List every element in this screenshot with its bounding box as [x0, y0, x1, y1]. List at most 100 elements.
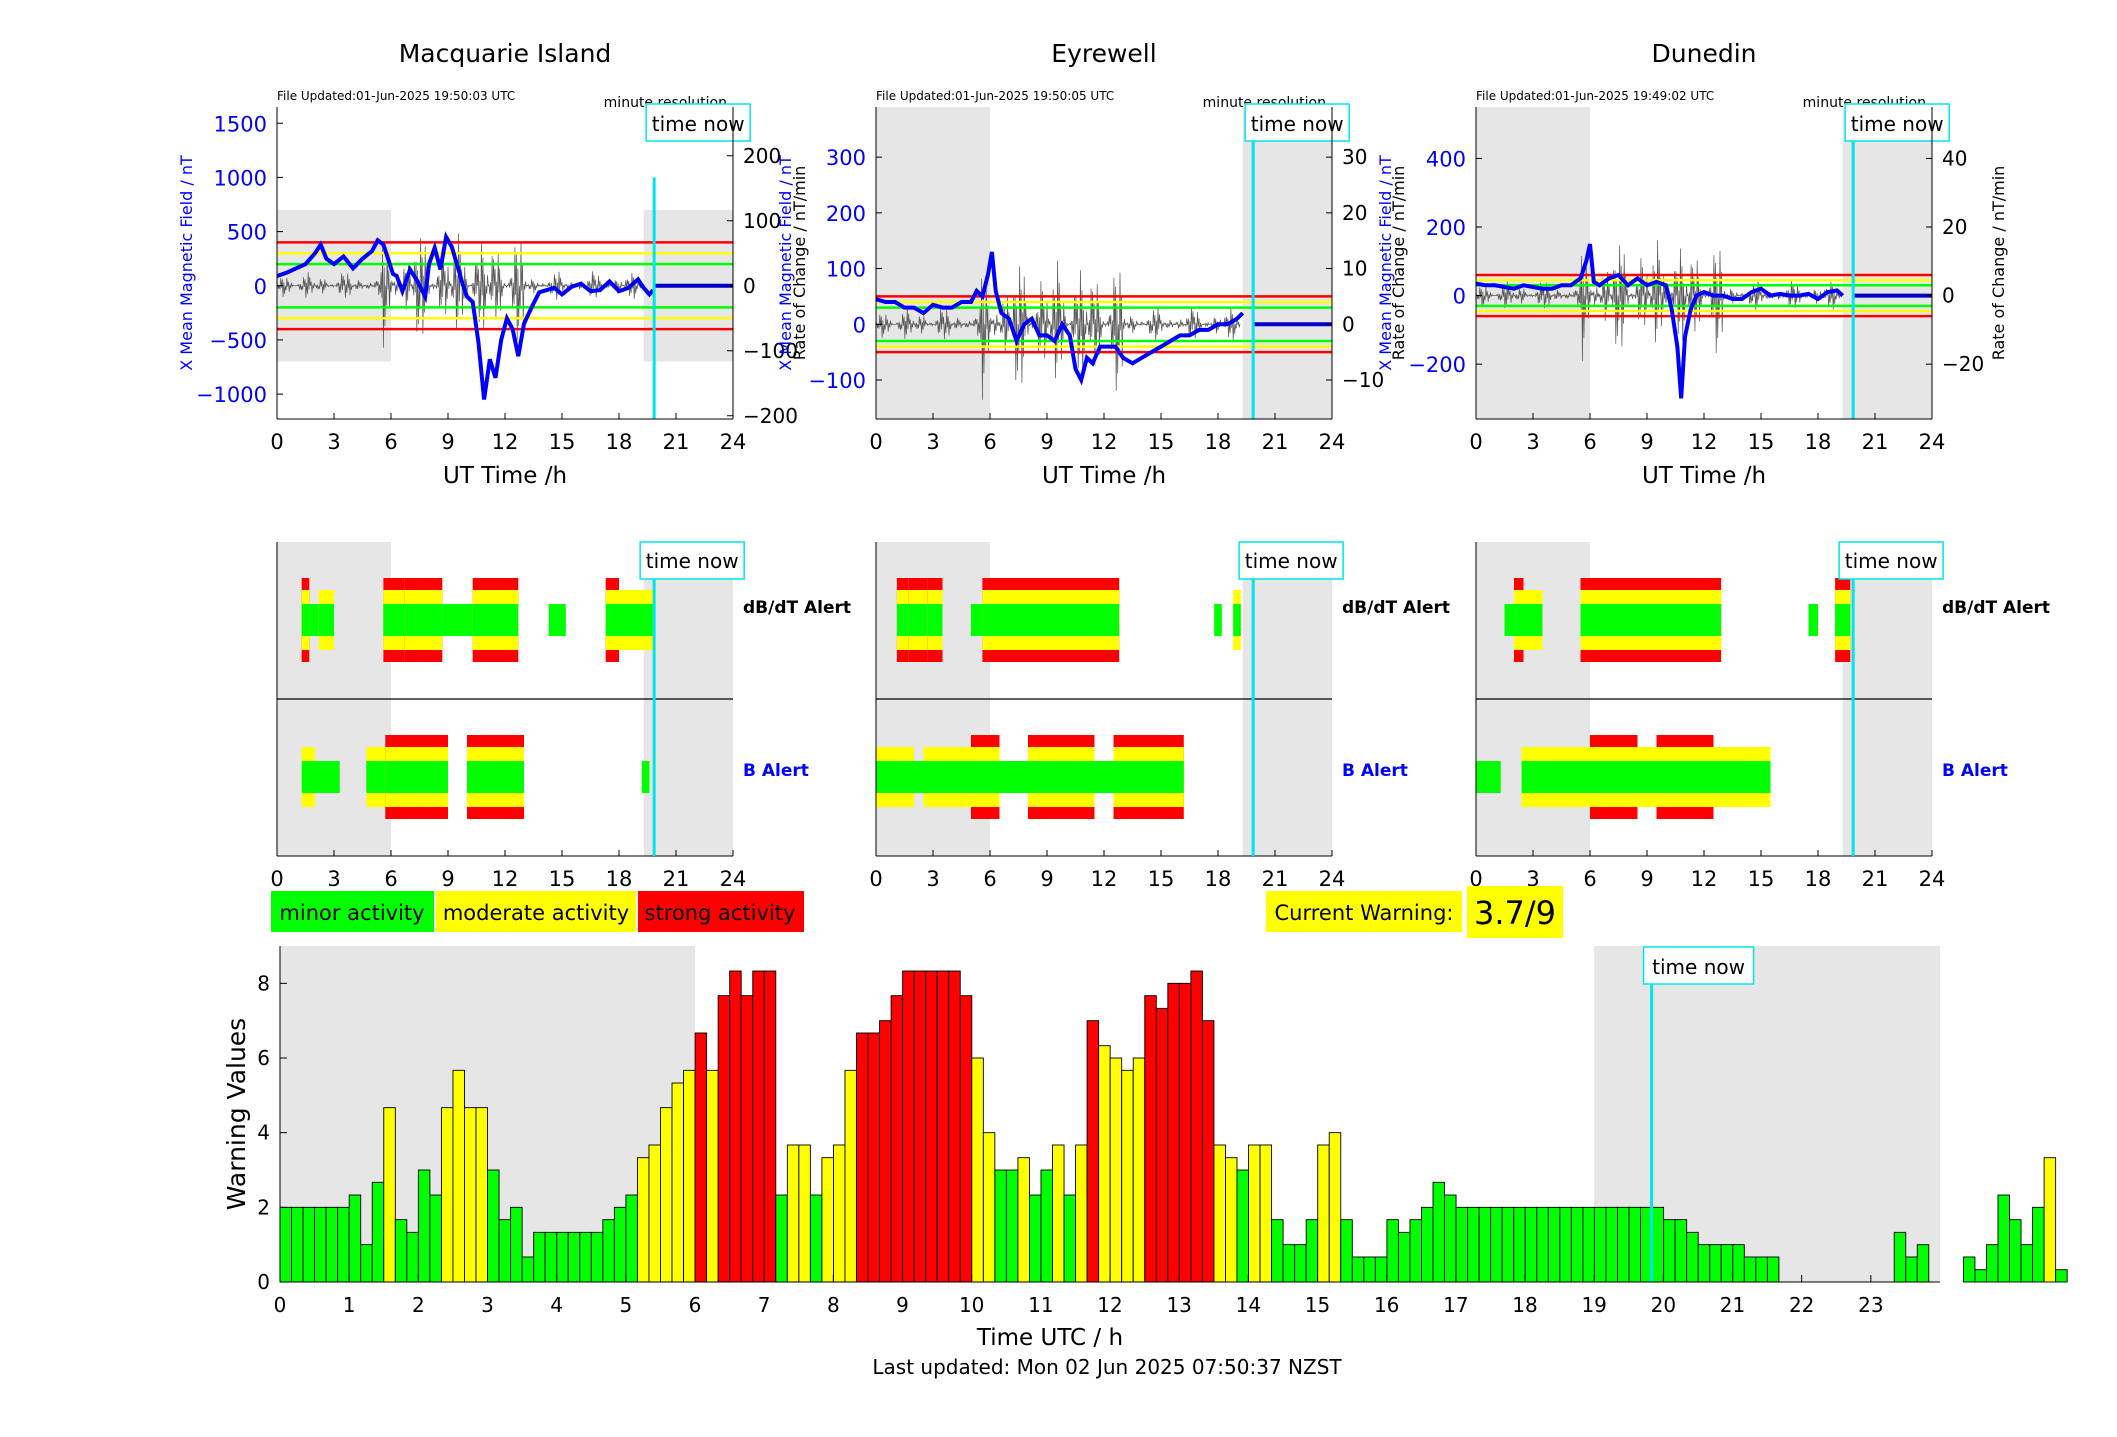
- warning-bar: [1720, 1244, 1734, 1283]
- current-warning: Current Warning: 3.7/9: [1266, 886, 1563, 938]
- x-tick-label: 3: [327, 430, 340, 454]
- x-tick-label: 5: [619, 1293, 632, 1317]
- warning-bar: [867, 1032, 881, 1283]
- x-tick-label: 17: [1443, 1293, 1468, 1317]
- warning-bar: [556, 1231, 569, 1283]
- warning-bar: [1697, 1244, 1711, 1283]
- warning-bar: [1444, 1194, 1457, 1283]
- warning-bar: [1455, 1206, 1469, 1283]
- x-tick-label: 21: [1262, 430, 1289, 454]
- x-tick-label: 18: [1205, 867, 1232, 891]
- warning-bar: [1421, 1206, 1434, 1283]
- warning-bar: [1075, 1144, 1088, 1283]
- x-tick-label: 8: [827, 1293, 840, 1317]
- warning-bar: [394, 1219, 408, 1283]
- warning-bar: [1328, 1132, 1342, 1283]
- x-tick-label: 21: [1862, 430, 1889, 454]
- warning-bar: [1132, 1057, 1146, 1283]
- x-tick-label: 6: [983, 430, 996, 454]
- y-axis-label-right: Rate of Change / nT/min: [790, 166, 809, 361]
- warning-bar: [279, 1206, 292, 1283]
- y-tick-label-left: 400: [1426, 147, 1466, 171]
- y-axis-label-left: X Mean Magnetic Field / nT: [177, 155, 196, 371]
- warning-bar: [1363, 1256, 1376, 1283]
- warning-bar: [429, 1194, 442, 1283]
- station-title: Dunedin: [1652, 39, 1757, 68]
- alert-block-minor: [876, 761, 914, 793]
- warning-bar: [2043, 1157, 2057, 1283]
- x-tick-label: 1: [343, 1293, 356, 1317]
- x-tick-label: 6: [384, 867, 397, 891]
- time-now-label: time now: [1652, 955, 1745, 979]
- x-tick-label: 21: [1262, 867, 1289, 891]
- warning-bar: [1766, 1256, 1780, 1283]
- b-alert-label: B Alert: [743, 761, 809, 781]
- legend-minor-label: minor activity: [279, 901, 424, 925]
- x-tick-label: 6: [983, 867, 996, 891]
- alert-block-minor: [619, 604, 654, 636]
- y-axis-label-left: X Mean Magnetic Field / nT: [776, 155, 795, 371]
- x-tick-label: 18: [1205, 430, 1232, 454]
- alert-block-minor: [1521, 761, 1590, 793]
- x-tick-label: 9: [441, 430, 454, 454]
- warning-bar: [1259, 1144, 1273, 1283]
- warning-bar: [1351, 1256, 1365, 1283]
- x-tick-label: 3: [1526, 867, 1539, 891]
- alert-block-minor: [927, 604, 943, 636]
- station-title: Eyrewell: [1051, 39, 1156, 68]
- warning-bar: [694, 1032, 708, 1283]
- x-tick-label: 7: [758, 1293, 771, 1317]
- mean-field-line: [875, 251, 1245, 386]
- warning-bar: [1732, 1244, 1745, 1283]
- y-tick-label: 4: [257, 1121, 270, 1145]
- x-tick-label: 12: [492, 867, 519, 891]
- time-now-box: [1238, 541, 1344, 580]
- warning-bar: [2032, 1206, 2045, 1283]
- night-shade: [1476, 107, 1590, 419]
- warning-bar: [1236, 1169, 1249, 1283]
- alert-block-minor: [442, 604, 473, 636]
- x-tick-label: 15: [1748, 867, 1775, 891]
- x-tick-label: 23: [1858, 1293, 1883, 1317]
- x-tick-label: 9: [1040, 430, 1053, 454]
- alert-block-minor: [1656, 761, 1685, 793]
- x-tick-label: 24: [720, 430, 747, 454]
- warning-bar: [1686, 1231, 1699, 1283]
- warning-bar: [902, 970, 915, 1283]
- mean-field-line: [276, 231, 655, 400]
- warning-bar: [717, 995, 731, 1283]
- current-warning-value-box: [1467, 886, 1563, 938]
- x-tick-label: 24: [1919, 430, 1946, 454]
- y-tick-label-right: 20: [1342, 201, 1367, 225]
- y-tick-label-left: 200: [826, 202, 866, 226]
- warning-bar: [740, 995, 754, 1283]
- x-tick-label: 12: [1691, 867, 1718, 891]
- warning-bar: [1570, 1206, 1584, 1283]
- alert-block-minor: [1233, 604, 1241, 636]
- y-tick-label: 6: [257, 1046, 270, 1070]
- warning-bar: [1225, 1157, 1238, 1283]
- warning-bar: [1617, 1206, 1630, 1283]
- alert-block-minor: [1666, 604, 1722, 636]
- x-tick-label: 15: [1305, 1293, 1330, 1317]
- warning-bar: [510, 1206, 523, 1283]
- warning-bar: [1409, 1219, 1422, 1283]
- x-tick-label: 3: [481, 1293, 494, 1317]
- x-tick-label: 3: [926, 430, 939, 454]
- station-panel-eyrewell: Eyrewell File Updated:01-Jun-2025 19:50:0…: [776, 39, 1450, 891]
- warning-bar: [1063, 1194, 1077, 1283]
- y-tick-label-right: 0: [1942, 284, 1955, 308]
- warning-bar: [971, 1057, 984, 1283]
- x-tick-label: 9: [441, 867, 454, 891]
- x-tick-label: 12: [1091, 867, 1118, 891]
- alert-block-minor: [1514, 604, 1524, 636]
- y-tick-label-right: 200: [743, 144, 781, 168]
- time-now-label: time now: [1851, 112, 1944, 136]
- x-tick-label: 0: [1469, 430, 1482, 454]
- warning-bar: [729, 970, 742, 1283]
- warning-bar: [613, 1206, 627, 1283]
- alert-block-minor: [1028, 761, 1095, 793]
- x-tick-label: 18: [606, 430, 633, 454]
- x-tick-label: 21: [1720, 1293, 1745, 1317]
